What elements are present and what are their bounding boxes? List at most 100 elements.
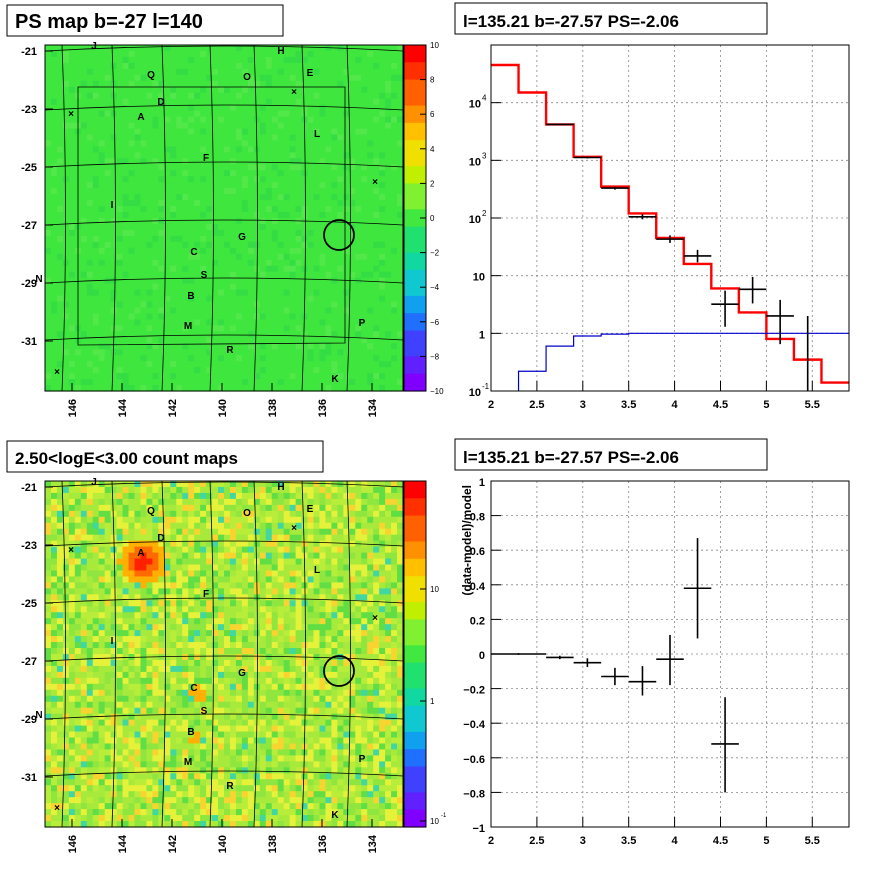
count-source-labels: J H Q O E D A L F I G C N SB M P R K [35, 477, 365, 821]
data-point [546, 123, 574, 126]
count-title: 2.50<logE<3.00 count maps [15, 449, 238, 468]
y-tick-label: -29 [21, 714, 37, 726]
count-title-box [6, 440, 324, 473]
source-label: M [184, 757, 192, 768]
residual-point [546, 655, 574, 660]
y-tick-label: -31 [21, 336, 37, 348]
residual-panel: l=135.21 b=-27.57 PS=-2.06 2 2.5 3 3.5 4 4.5 5 5… [454, 438, 850, 847]
ps-lat-line [44, 334, 404, 341]
ps-lon-line [61, 44, 66, 392]
y-tick-label: -21 [21, 46, 37, 58]
source-label: F [203, 153, 209, 164]
x-tick-label: 2 [488, 399, 494, 411]
x-tick-label: 140 [217, 835, 229, 853]
count-frame [44, 480, 404, 828]
source-label: I [111, 200, 114, 211]
y-tick-label: 0 [479, 650, 485, 662]
colorbar-tick-label: −6 [430, 318, 440, 327]
ps-title-box [6, 4, 284, 37]
spectrum-title-box [454, 2, 768, 35]
colorbar-tick-label: −4 [430, 283, 440, 292]
y-tick-label: 0.8 [470, 512, 485, 524]
source-label: A [137, 548, 144, 559]
source-label: F [203, 589, 209, 600]
source-label: R [226, 345, 234, 356]
x-tick-label: 5 [763, 399, 769, 411]
colorbar-tick-label: 1 [430, 697, 435, 706]
model-histogram [491, 63, 849, 384]
ps-frame [44, 44, 404, 392]
ps-lon-line [111, 44, 116, 392]
data-point [766, 299, 794, 345]
x-tick-label: 2.5 [529, 399, 544, 411]
spectrum-x-axis: 2 2.5 3 3.5 4 4.5 5 5.5 [488, 381, 820, 411]
colorbar-tick-label: 10 [430, 817, 439, 826]
y-tick-label: -29 [21, 278, 37, 290]
count-lat-line [44, 770, 404, 777]
colorbar-tick-label: 0 [430, 214, 435, 223]
count-lon-line [61, 480, 66, 828]
y-tick-label: -23 [21, 540, 37, 552]
x-tick-label: 134 [367, 834, 379, 853]
ps-cross-marker: × [54, 367, 60, 378]
source-label: C [190, 247, 197, 258]
x-tick-label: 4.5 [713, 835, 728, 847]
source-label: I [111, 636, 114, 647]
ps-lon-line [301, 44, 306, 392]
source-label: P [359, 318, 366, 329]
count-cross-marker: × [54, 803, 60, 814]
source-label: J [91, 41, 97, 52]
ps-pixels [45, 45, 404, 392]
x-tick-label: 136 [317, 399, 329, 417]
count-target-circle [323, 655, 355, 687]
ps-cross-marker: × [68, 109, 74, 120]
y-tick-exponent: 2 [482, 209, 487, 218]
source-label: B [187, 291, 194, 302]
ps-lat-line [44, 277, 404, 284]
colorbar-tick-label: 10 [430, 585, 439, 594]
source-label: O [243, 508, 251, 519]
colorbar-tick-exponent: -1 [441, 813, 447, 819]
y-tick-label: -21 [21, 482, 37, 494]
x-tick-label: 3 [580, 835, 586, 847]
data-point [711, 290, 739, 327]
spectrum-grid [491, 45, 849, 391]
data-point [573, 156, 602, 159]
colorbar-tick-label: −2 [430, 249, 440, 258]
x-tick-label: 3.5 [621, 835, 636, 847]
residual-title: l=135.21 b=-27.57 PS=-2.06 [463, 448, 679, 467]
source-label: D [157, 533, 164, 544]
y-tick-label: 10 [469, 99, 481, 111]
x-tick-label: 138 [267, 399, 279, 417]
source-label: H [277, 482, 284, 493]
ps-panel: PS map b=-27 l=140 × × × × J H Q O E D A L F I G C N SB M P R… [6, 4, 404, 417]
x-tick-label: 136 [317, 835, 329, 853]
residual-point [656, 634, 684, 686]
ps-lat-line [44, 219, 404, 226]
x-tick-label: 144 [117, 834, 129, 853]
x-tick-label: 142 [167, 399, 179, 417]
x-tick-label: 146 [67, 399, 79, 417]
y-tick-label: -31 [21, 772, 37, 784]
ps-source-labels: J H Q O E D A L F I G C N SB M P R K [35, 41, 365, 385]
x-tick-label: 3.5 [621, 399, 636, 411]
ps-x-axis: 146 144 142 140 138 136 134 [67, 383, 379, 417]
colorbar-tick-label: 2 [430, 179, 435, 188]
y-tick-label: 0.4 [470, 581, 486, 593]
source-label: A [137, 112, 144, 123]
data-point [601, 186, 629, 190]
y-tick-label: −1 [472, 823, 485, 835]
x-tick-label: 144 [117, 398, 129, 417]
spectrum-title: l=135.21 b=-27.57 PS=-2.06 [463, 12, 679, 31]
source-label: C [190, 683, 197, 694]
count-lat-line [44, 597, 404, 604]
ps-lat-line [44, 161, 404, 168]
source-label: E [307, 68, 314, 79]
y-tick-exponent: 4 [482, 94, 487, 103]
y-tick-label: 1 [479, 477, 485, 489]
spectrum-frame [490, 44, 850, 392]
source-label: K [331, 374, 339, 385]
ps-lon-line [161, 44, 166, 392]
colorbar-tick-label: 4 [430, 145, 435, 154]
